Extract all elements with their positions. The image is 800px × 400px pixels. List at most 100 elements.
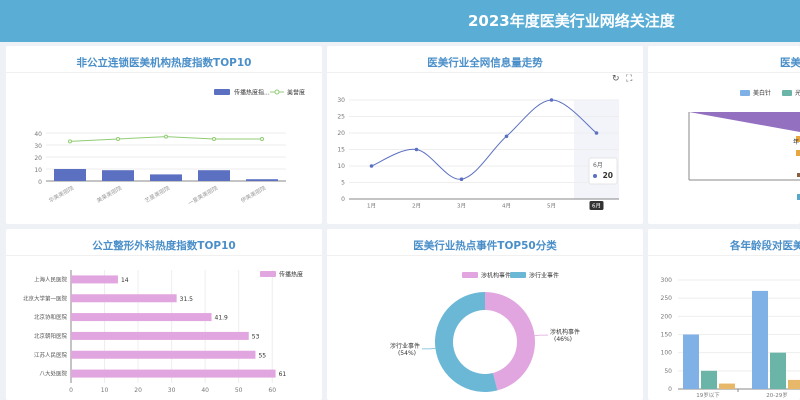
panel-divider bbox=[327, 72, 643, 73]
bar bbox=[788, 379, 800, 389]
panel-divider bbox=[327, 255, 643, 256]
bar bbox=[752, 290, 768, 389]
data-label: 55 bbox=[258, 352, 266, 359]
y-tick-label: 江苏人民医院 bbox=[34, 351, 68, 359]
x-tick-label: 19岁以下 bbox=[696, 391, 720, 399]
x-tick-label: 一星美美丽院 bbox=[186, 184, 219, 208]
y-tick-label: 八大处医院 bbox=[39, 370, 67, 378]
x-tick-label: 伊美美丽院 bbox=[239, 184, 267, 205]
y-tick-label: 10 bbox=[337, 163, 345, 170]
bar bbox=[198, 170, 230, 181]
panel-divider bbox=[648, 72, 800, 73]
slice-label: 涉机构事件 bbox=[550, 328, 580, 336]
x-tick-label: 4月 bbox=[502, 203, 511, 210]
panel-title: 医美 bbox=[780, 57, 800, 69]
pie-slice bbox=[434, 292, 498, 392]
x-tick-label: 20-29岁 bbox=[766, 391, 787, 399]
partial-area-chart: 美白针 光子年 bbox=[688, 89, 800, 200]
line-point bbox=[594, 131, 599, 135]
legend-swatch bbox=[214, 89, 230, 95]
y-tick-label: 5 bbox=[341, 180, 345, 187]
y-tick-label: 0 bbox=[341, 196, 345, 203]
data-label: 61 bbox=[279, 371, 287, 378]
area-series bbox=[689, 112, 800, 132]
legend-swatch bbox=[740, 90, 750, 96]
data-label: 41.9 bbox=[215, 315, 229, 322]
y-tick-label: 30 bbox=[34, 143, 42, 150]
data-label: 53 bbox=[252, 333, 260, 340]
fullscreen-icon[interactable]: ⛶ bbox=[626, 74, 633, 84]
slice-percent: (46%) bbox=[554, 336, 572, 343]
y-tick-label: 0 bbox=[668, 386, 672, 393]
label-leader bbox=[534, 334, 548, 337]
legend-label: 传播热度指... bbox=[234, 89, 270, 97]
x-tick-label: 50 bbox=[235, 387, 243, 394]
y-tick-label: 300 bbox=[661, 277, 673, 284]
bar bbox=[71, 275, 118, 284]
panel-divider bbox=[6, 255, 322, 256]
bar bbox=[71, 294, 177, 303]
panel-title: 医美行业全网信息量走势 bbox=[427, 57, 543, 69]
y-tick-label: 30 bbox=[337, 97, 345, 104]
bar bbox=[71, 313, 212, 322]
legend-swatch bbox=[510, 272, 526, 278]
area-series bbox=[796, 136, 800, 142]
bar bbox=[683, 334, 699, 389]
line-point bbox=[504, 134, 509, 139]
x-tick-label: 30 bbox=[168, 387, 176, 394]
slice-percent: (54%) bbox=[398, 350, 416, 357]
bar bbox=[71, 331, 249, 340]
data-label: 31.5 bbox=[180, 296, 194, 303]
x-tick-label: 5月 bbox=[547, 203, 556, 210]
y-tick-label: 20 bbox=[34, 155, 42, 162]
dashboard-title: 2023年度医美行业网络关注度 bbox=[468, 12, 675, 30]
x-tick-label: 3月 bbox=[457, 203, 466, 210]
panel-partial-right-top: 医美 美白针 光子年 bbox=[648, 46, 800, 224]
y-tick-label: 北京协和医院 bbox=[34, 313, 68, 321]
bar bbox=[719, 383, 735, 389]
bar bbox=[150, 174, 182, 181]
x-tick-label: 0 bbox=[69, 387, 73, 394]
panel-title: 医美行业热点事件TOP50分类 bbox=[413, 240, 557, 252]
bar bbox=[71, 350, 256, 359]
area-series bbox=[796, 150, 800, 156]
tooltip-value: 20 bbox=[603, 171, 613, 180]
y-tick-label: 10 bbox=[34, 167, 42, 174]
legend-swatch bbox=[274, 89, 280, 95]
x-tick-label: 艺星美丽院 bbox=[143, 184, 171, 205]
legend-label: 美白针 bbox=[753, 89, 771, 97]
x-tick-label: 美莱美丽院 bbox=[95, 184, 123, 205]
legend-label: 传播热度 bbox=[279, 271, 303, 279]
refresh-icon[interactable]: ↻ bbox=[612, 74, 620, 84]
label-leader bbox=[422, 347, 436, 350]
tooltip-label: 6月 bbox=[593, 162, 603, 169]
panel-title: 非公立连锁医美机构热度指数TOP10 bbox=[76, 57, 252, 69]
y-tick-label: 20 bbox=[337, 130, 345, 137]
legend-swatch bbox=[782, 90, 792, 96]
x-tick-label: 20 bbox=[134, 387, 142, 394]
line-point bbox=[369, 164, 374, 168]
y-tick-label: 0 bbox=[38, 179, 42, 186]
data-label: 14 bbox=[121, 277, 129, 284]
legend-label: 涉行业事件 bbox=[529, 272, 559, 280]
panel-divider bbox=[648, 255, 800, 256]
legend-label: 光子 bbox=[795, 89, 800, 97]
panel-title: 公立整形外科热度指数TOP10 bbox=[92, 240, 236, 252]
bar bbox=[246, 179, 278, 181]
legend-label: 涉机构事件 bbox=[481, 272, 511, 280]
x-tick-label: 60 bbox=[268, 387, 276, 394]
slice-label: 涉行业事件 bbox=[390, 342, 420, 350]
y-tick-label: 200 bbox=[661, 313, 673, 320]
panel-chain-clinics: 非公立连锁医美机构热度指数TOP10 0 10 20 30 40 华美美丽院 美莱美丽院 艺星… bbox=[6, 46, 322, 224]
age-groups-chart: 0 50 100 150 200 250 300 19岁以下 20-29岁 bbox=[661, 277, 800, 399]
x-tick-label: 1月 bbox=[367, 203, 376, 210]
bar bbox=[770, 352, 786, 389]
area-series bbox=[797, 173, 800, 177]
y-tick-label: 40 bbox=[34, 131, 42, 138]
x-tick-label: 40 bbox=[201, 387, 209, 394]
y-tick-label: 25 bbox=[337, 114, 345, 121]
public-hospitals-chart: 0 10 20 30 40 50 60 14 上海人民医院 31.5 北京大学第一医院 41.9 北京协… bbox=[23, 270, 303, 394]
hot-events-chart: 涉机构事件(46%)涉行业事件(54%)涉机构事件 涉行业事件 bbox=[390, 272, 580, 392]
line-point bbox=[164, 134, 168, 139]
